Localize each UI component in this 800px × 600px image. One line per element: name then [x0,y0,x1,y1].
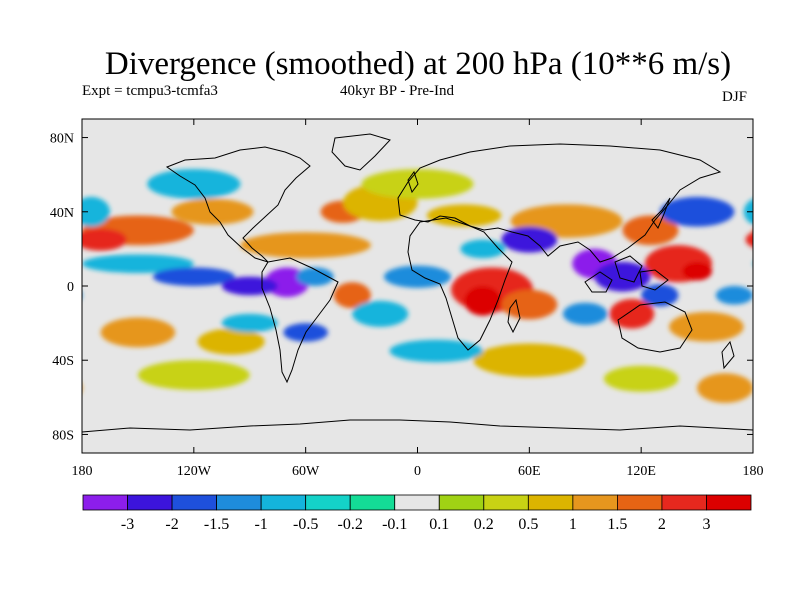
colorbar-label: 3 [702,516,710,533]
contour-blob [45,286,82,305]
contour-blob [460,239,506,259]
contour-blob [82,228,127,251]
contour-blob [715,286,753,305]
colorbar-label: -2 [165,516,178,533]
contour-blob [296,267,334,286]
contour-blob [383,265,452,288]
colorbar-swatch [438,494,485,511]
x-tick-label: 60W [292,464,320,479]
colorbar: -3 -2 -1.5 -1 -0.5 -0.2 -0.1 0.1 0.2 0.5 1 1.5 2 3 [82,494,752,533]
colorbar-swatch [349,494,396,511]
colorbar-label: 2 [658,516,666,533]
colorbar-label: -0.2 [338,516,363,533]
colorbar-label: 1 [569,516,577,533]
colorbar-swatch [617,494,663,511]
contour-blob [137,360,250,390]
coastlines [82,133,753,433]
contour-blob [669,311,744,342]
contour-blob [501,289,558,320]
x-tick-label: 180 [72,464,93,479]
y-tick-label: 80N [50,132,74,147]
colorbar-swatch [127,494,173,511]
season-label: DJF [722,89,748,105]
contour-blob [171,198,254,225]
x-tick-label: 120E [626,464,656,479]
contour-blob [197,328,265,355]
y-tick-label: 40N [50,206,74,221]
colorbar-label: -0.1 [382,516,407,533]
colorbar-swatch [216,494,262,511]
contour-blob [26,373,82,403]
colorbar-swatch [82,494,128,511]
contour-blob [641,284,679,307]
colorbar-label: -0.5 [293,516,318,533]
contour-blob [464,286,502,316]
contour-blob [603,365,679,392]
y-tick-label: 0 [67,280,74,295]
contour-blob [221,313,278,333]
contour-blob [473,343,586,377]
colorbar-label: 1.5 [607,516,627,533]
contour-blob [622,215,679,246]
colorbar-label: -1.5 [204,516,229,533]
colorbar-swatch [706,494,752,511]
contour-blob [240,232,371,259]
contour-blob [352,300,409,327]
y-tick-label: 80S [52,428,74,443]
contour-blob [82,254,194,274]
experiment-label: Expt = tcmpu3-tcmfa3 [82,83,218,99]
contour-blob [682,261,712,281]
contour-blob [745,231,753,248]
colorbar-label: -1 [254,516,267,533]
colorbar-label: 0.1 [429,516,449,533]
contour-blob [697,373,753,403]
contour-blob [389,339,483,363]
contour-blob [501,226,558,253]
colorbar-label: 0.2 [474,516,494,533]
contour-blob [562,302,608,325]
colorbar-swatch [572,494,618,511]
map-title: Divergence (smoothed) at 200 hPa (10**6 … [104,46,732,82]
x-tick-label: 180 [743,464,764,479]
contour-blob [659,196,735,227]
x-tick-label: 0 [414,464,421,479]
contour-blob [221,276,278,296]
contour-blob [82,196,110,227]
colorbar-swatch [483,494,529,511]
colorbar-label: 0.5 [518,516,538,533]
y-tick-label: 40S [52,354,74,369]
period-label: 40kyr BP - Pre-Ind [340,83,455,99]
contour-blob [609,298,655,329]
colorbar-swatch [171,494,217,511]
contour-blob [753,254,800,273]
contour-blob [426,204,502,227]
colorbar-swatch [661,494,707,511]
colorbar-swatch [527,494,574,511]
contour-blob [594,261,651,292]
contour-blob [753,215,800,245]
contour-blob [100,317,176,348]
x-tick-label: 60E [518,464,541,479]
colorbar-swatch [394,494,440,511]
colorbar-swatch [260,494,307,511]
contour-blob [333,282,371,309]
colorbar-swatch [305,494,351,511]
contour-blob [152,267,235,286]
axis-ticks: 180 120W 60W 0 60E 120E 180 80N 40N 0 40S 80S [50,119,764,479]
x-tick-label: 120W [177,464,212,479]
colorbar-label: -3 [121,516,134,533]
